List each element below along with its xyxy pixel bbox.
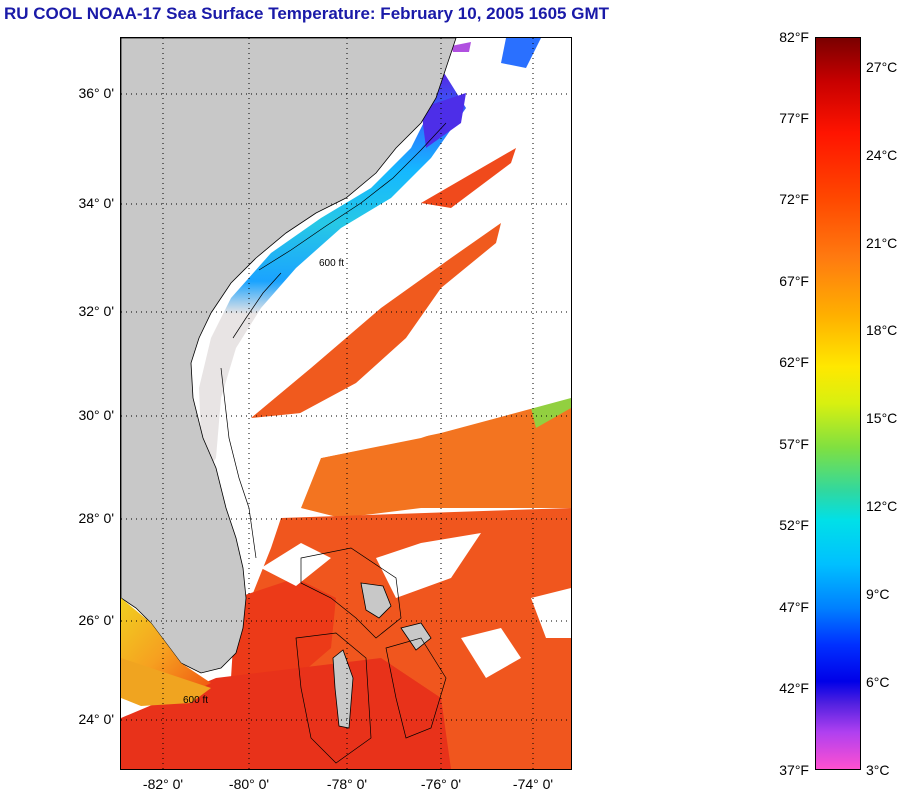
colorbar-f-label: 42°F: [779, 680, 809, 696]
contour-label: 600 ft: [319, 258, 344, 269]
colorbar-c-label: 9°C: [866, 586, 890, 602]
shelf-water: [199, 68, 466, 478]
lon-label: -74° 0': [512, 776, 554, 792]
colorbar-c-label: 6°C: [866, 674, 890, 690]
lat-label: 28° 0': [78, 510, 114, 526]
land-bahamas: [332, 582, 432, 729]
colorbar-c-label: 12°C: [866, 498, 898, 514]
colorbar-c-label: 27°C: [866, 59, 898, 75]
colorbar-f-label: 67°F: [779, 273, 809, 289]
lat-label: 32° 0': [78, 303, 114, 319]
contour-label: 600 ft: [183, 695, 208, 706]
temperature-colorbar: [815, 37, 861, 770]
lon-label: -80° 0': [228, 776, 270, 792]
lat-label: 24° 0': [78, 711, 114, 727]
colorbar-f-label: 52°F: [779, 517, 809, 533]
colorbar-c-label: 24°C: [866, 147, 898, 163]
cloud-gaps: [251, 328, 571, 678]
colorbar-f-label: 77°F: [779, 110, 809, 126]
lon-label: -76° 0': [420, 776, 462, 792]
colorbar-f-label: 57°F: [779, 436, 809, 452]
colorbar-f-label: 82°F: [779, 29, 809, 45]
colorbar-f-label: 62°F: [779, 354, 809, 370]
colorbar-f-label: 72°F: [779, 191, 809, 207]
colorbar-c-label: 3°C: [866, 762, 890, 778]
graticule: [121, 38, 571, 769]
lat-label: 26° 0': [78, 612, 114, 628]
lon-label: -78° 0': [326, 776, 368, 792]
colorbar-c-label: 21°C: [866, 235, 898, 251]
lat-label: 30° 0': [78, 407, 114, 423]
sst-map: 600 ft 600 ft: [120, 37, 572, 770]
lon-label: -82° 0': [142, 776, 184, 792]
colorbar-f-label: 47°F: [779, 599, 809, 615]
lat-label: 34° 0': [78, 195, 114, 211]
colorbar-c-label: 15°C: [866, 410, 898, 426]
lat-label: 36° 0': [78, 85, 114, 101]
bathymetry-contours: [220, 122, 447, 764]
page-title: RU COOL NOAA-17 Sea Surface Temperature:…: [4, 4, 609, 23]
colorbar-c-label: 18°C: [866, 322, 898, 338]
colorbar-f-label: 37°F: [779, 762, 809, 778]
land-mainland: [121, 38, 457, 674]
